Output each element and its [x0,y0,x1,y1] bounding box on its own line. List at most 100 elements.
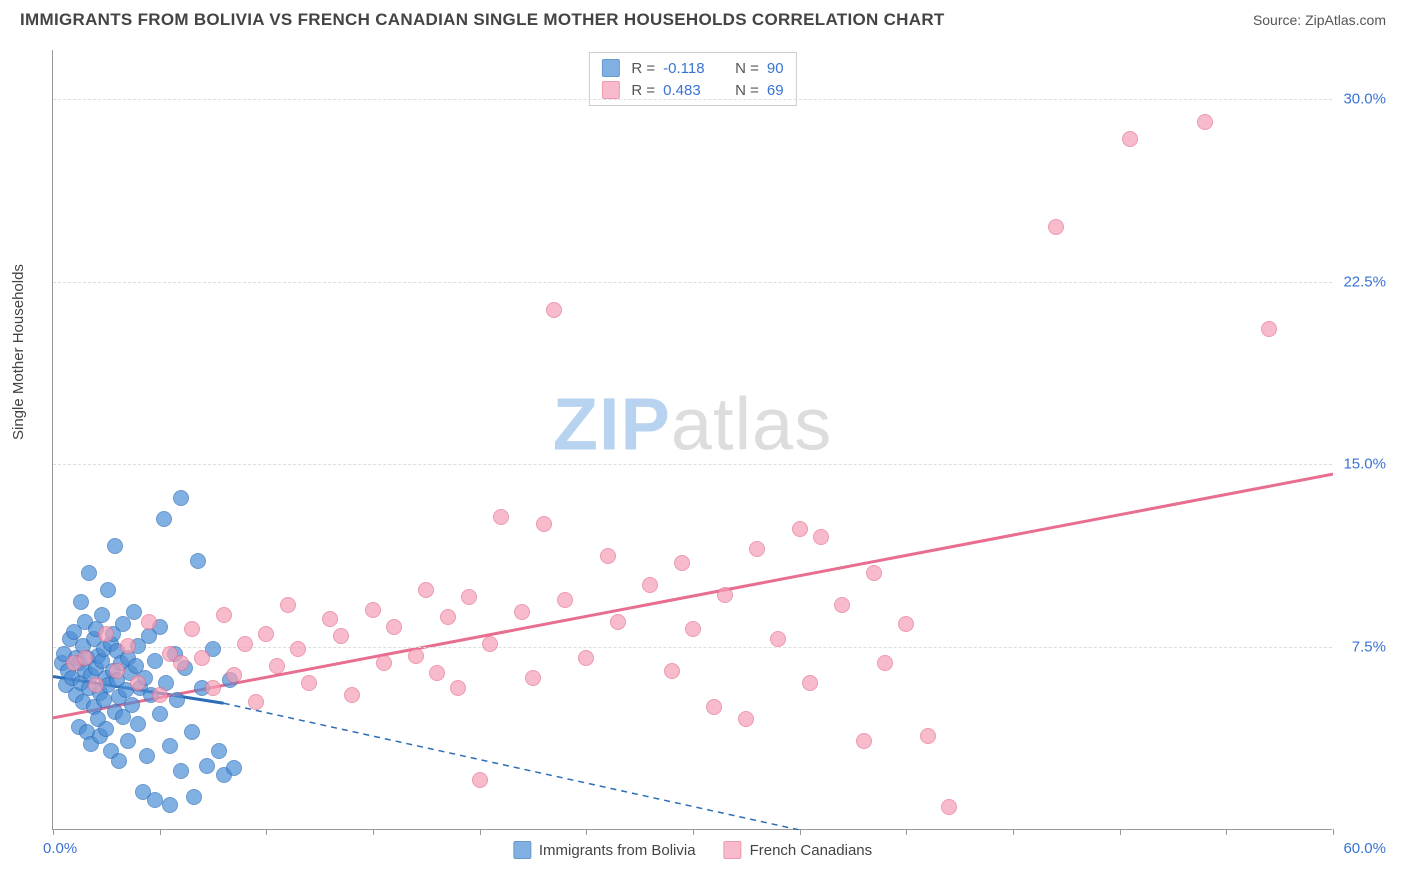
trend-lines [53,50,1333,830]
scatter-point [184,621,200,637]
scatter-point [184,724,200,740]
scatter-point [186,789,202,805]
gridline [53,282,1332,283]
legend-swatch [601,81,619,99]
scatter-point [610,614,626,630]
scatter-point [941,799,957,815]
scatter-point [322,611,338,627]
legend-series: Immigrants from Bolivia French Canadians [513,841,872,859]
scatter-point [1048,219,1064,235]
scatter-point [344,687,360,703]
n-label: N = [735,60,759,77]
legend-swatch [724,841,742,859]
scatter-point [301,675,317,691]
scatter-point [706,699,722,715]
scatter-point [269,658,285,674]
watermark: ZIPatlas [553,381,832,466]
scatter-point [120,638,136,654]
x-tick [906,829,907,835]
scatter-point [365,602,381,618]
legend-series-label: French Canadians [750,842,873,859]
legend-correlation-row: R =-0.118N =90 [601,57,783,79]
scatter-point [600,548,616,564]
scatter-point [226,667,242,683]
scatter-point [120,733,136,749]
scatter-point [199,758,215,774]
scatter-point [557,592,573,608]
scatter-point [290,641,306,657]
scatter-point [162,797,178,813]
scatter-point [685,621,701,637]
scatter-point [98,721,114,737]
scatter-point [130,675,146,691]
scatter-point [211,743,227,759]
scatter-point [792,521,808,537]
scatter-point [376,655,392,671]
gridline [53,464,1332,465]
n-value: 69 [767,82,784,99]
x-tick [373,829,374,835]
scatter-point [749,541,765,557]
x-tick [693,829,694,835]
scatter-point [920,728,936,744]
scatter-point [88,677,104,693]
scatter-point [386,619,402,635]
legend-series-item: Immigrants from Bolivia [513,841,696,859]
scatter-point [738,711,754,727]
scatter-point [77,650,93,666]
scatter-point [1122,131,1138,147]
x-tick [160,829,161,835]
scatter-point [173,655,189,671]
scatter-point [1197,114,1213,130]
scatter-point [124,697,140,713]
x-tick [266,829,267,835]
x-axis-max-label: 60.0% [1343,840,1386,857]
plot-area: ZIPatlas R =-0.118N =90R =0.483N =69 Imm… [52,50,1332,830]
y-tick-label: 7.5% [1352,639,1386,656]
scatter-point [525,670,541,686]
scatter-point [514,604,530,620]
gridline [53,99,1332,100]
legend-swatch [513,841,531,859]
scatter-point [813,529,829,545]
x-tick [480,829,481,835]
x-tick [800,829,801,835]
legend-correlation-row: R =0.483N =69 [601,79,783,101]
scatter-point [162,738,178,754]
scatter-point [147,792,163,808]
scatter-point [578,650,594,666]
r-value: -0.118 [663,60,719,77]
x-tick [1013,829,1014,835]
scatter-point [280,597,296,613]
n-label: N = [735,82,759,99]
scatter-point [408,648,424,664]
legend-series-label: Immigrants from Bolivia [539,842,696,859]
x-axis-min-label: 0.0% [43,840,77,857]
scatter-point [440,609,456,625]
scatter-point [126,604,142,620]
scatter-point [98,626,114,642]
y-tick-label: 22.5% [1343,273,1386,290]
scatter-point [130,716,146,732]
scatter-point [642,577,658,593]
x-tick [1120,829,1121,835]
scatter-point [107,538,123,554]
y-tick-label: 30.0% [1343,90,1386,107]
scatter-point [482,636,498,652]
scatter-point [81,565,97,581]
scatter-point [1261,321,1277,337]
scatter-point [139,748,155,764]
legend-swatch [601,59,619,77]
scatter-point [152,706,168,722]
scatter-point [205,680,221,696]
y-axis-label: Single Mother Households [10,264,27,440]
scatter-point [94,607,110,623]
scatter-point [190,553,206,569]
scatter-point [717,587,733,603]
scatter-point [472,772,488,788]
scatter-point [418,582,434,598]
scatter-point [73,594,89,610]
scatter-point [216,607,232,623]
scatter-point [111,753,127,769]
scatter-point [152,687,168,703]
